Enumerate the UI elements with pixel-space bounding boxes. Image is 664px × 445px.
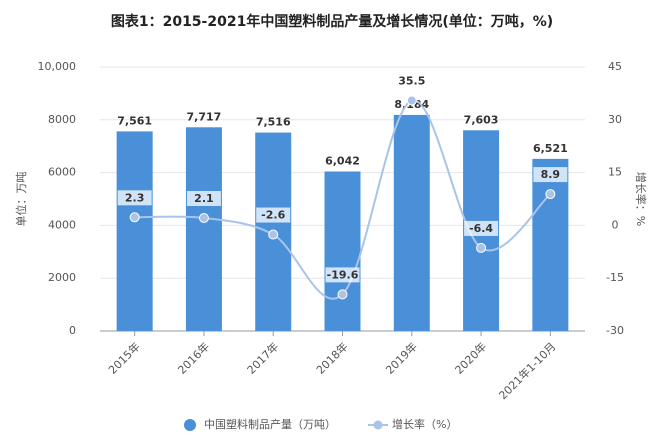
line-marker xyxy=(198,213,209,224)
bar xyxy=(185,127,222,331)
x-tick-label: 2015年 xyxy=(105,339,142,376)
x-tick-label: 2021年1-10月 xyxy=(496,339,559,402)
line-marker xyxy=(129,212,140,223)
label-bg xyxy=(256,207,291,223)
y-tick-label: 4000 xyxy=(48,218,76,231)
x-tick-label: 2017年 xyxy=(244,339,281,376)
y2-tick-label: -30 xyxy=(606,324,624,337)
line-value-label: -19.6 xyxy=(327,268,359,281)
line-value-label: 2.1 xyxy=(194,192,214,205)
bar xyxy=(393,114,430,331)
bar-value-label: 7,603 xyxy=(464,113,499,126)
bar xyxy=(532,158,569,331)
line-value-label: -6.4 xyxy=(469,222,493,235)
label-bg xyxy=(533,167,568,183)
y-tick-label: 6000 xyxy=(48,166,76,179)
bar-value-label: 7,561 xyxy=(117,114,152,127)
legend-label: 增长率（%） xyxy=(392,417,457,431)
line-marker xyxy=(337,289,348,300)
bar-value-label: 6,042 xyxy=(325,154,360,167)
line-marker xyxy=(545,189,556,200)
legend-swatch xyxy=(373,420,383,430)
label-bg xyxy=(394,73,429,89)
line-marker xyxy=(476,242,487,253)
y2-tick-label: -15 xyxy=(606,271,624,284)
x-tick-label: 2020年 xyxy=(452,339,489,376)
y-tick-label: 0 xyxy=(69,324,76,337)
label-bg xyxy=(117,190,152,206)
bar-value-label: 7,516 xyxy=(256,116,291,129)
label-bg xyxy=(325,267,360,283)
line-value-label: 2.3 xyxy=(125,191,145,204)
x-tick-label: 2018年 xyxy=(313,339,350,376)
y-tick-label: 8000 xyxy=(48,113,76,126)
line-value-label: 8.9 xyxy=(541,168,561,181)
line-marker xyxy=(268,229,279,240)
label-bg xyxy=(186,191,221,207)
legend-label: 中国塑料制品产量（万吨） xyxy=(204,417,336,431)
y2-tick-label: 45 xyxy=(608,60,622,73)
line-value-label: 35.5 xyxy=(398,74,425,87)
chart-title: 图表1：2015-2021年中国塑料制品产量及增长情况(单位：万吨，%) xyxy=(111,13,553,30)
x-tick-label: 2019年 xyxy=(383,339,420,376)
bar-value-label: 7,717 xyxy=(187,110,222,123)
x-tick-label: 2016年 xyxy=(175,339,212,376)
bar xyxy=(116,131,153,331)
label-bg xyxy=(464,220,499,236)
legend-swatch xyxy=(184,419,196,431)
line-marker xyxy=(406,95,417,106)
y-tick-label: 10,000 xyxy=(38,60,77,73)
y2-axis-label: 增长率：% xyxy=(634,172,648,226)
y2-tick-label: 15 xyxy=(608,166,622,179)
line-value-label: -2.6 xyxy=(261,209,285,222)
y-axis-label: 单位：万吨 xyxy=(14,172,28,227)
bar-value-label: 6,521 xyxy=(533,142,568,155)
y2-tick-label: 30 xyxy=(608,113,622,126)
bar xyxy=(324,171,361,331)
y2-tick-label: 0 xyxy=(612,218,619,231)
y-tick-label: 2000 xyxy=(48,271,76,284)
